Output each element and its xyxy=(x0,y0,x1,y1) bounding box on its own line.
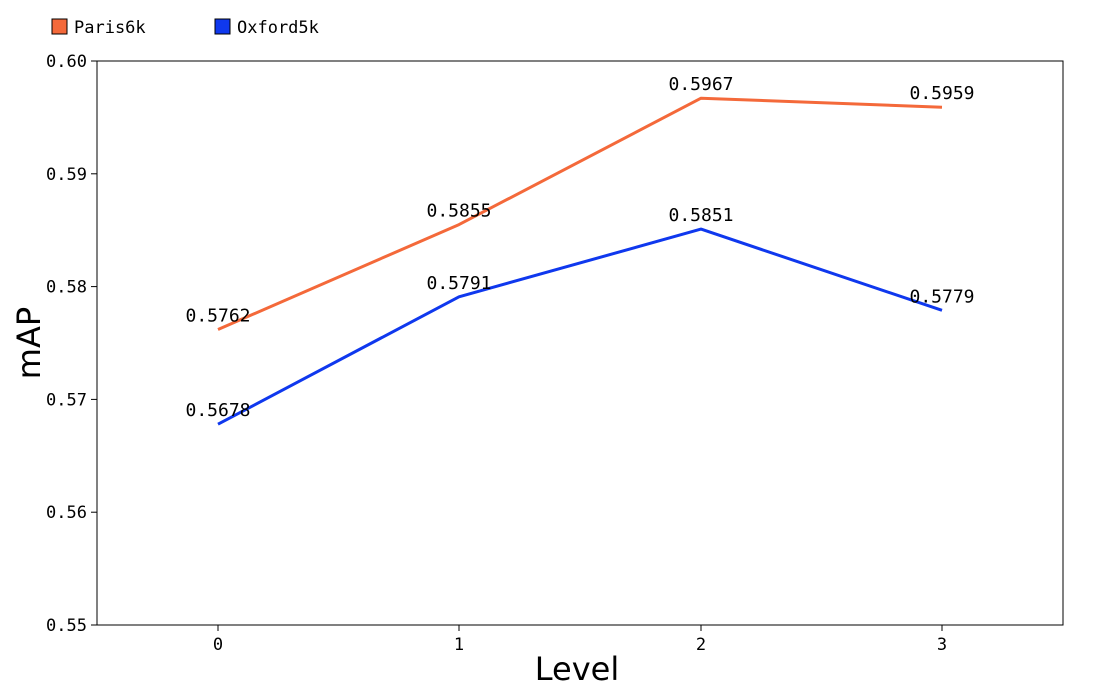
y-tick-label: 0.57 xyxy=(46,390,87,410)
plot-area xyxy=(96,60,1064,626)
data-label: 0.5959 xyxy=(909,83,974,104)
y-axis-title: mAP xyxy=(10,307,48,379)
y-tick-label: 0.55 xyxy=(46,616,87,636)
y-axis: 0.55 0.56 0.57 0.58 0.59 0.60 xyxy=(46,52,97,636)
data-label: 0.5967 xyxy=(668,74,733,95)
legend-swatch xyxy=(51,18,68,35)
y-tick-label: 0.56 xyxy=(46,503,87,523)
data-label: 0.5678 xyxy=(185,400,250,421)
x-axis: 0 1 2 3 xyxy=(213,625,947,655)
series-line-oxford5k xyxy=(217,227,943,426)
y-tick-label: 0.59 xyxy=(46,165,87,185)
series-lines xyxy=(217,96,943,426)
series-line-paris6k xyxy=(217,96,943,331)
legend: Paris6k Oxford5k xyxy=(51,18,319,38)
x-tick-label: 0 xyxy=(213,635,223,655)
x-axis-title: Level xyxy=(535,650,619,688)
data-label: 0.5855 xyxy=(426,201,491,222)
data-label: 0.5779 xyxy=(909,286,974,307)
x-tick-label: 1 xyxy=(454,635,464,655)
y-tick-label: 0.60 xyxy=(46,52,87,72)
legend-swatch xyxy=(214,18,231,35)
data-label: 0.5791 xyxy=(426,273,491,294)
data-labels: 0.5762 0.5855 0.5967 0.5959 0.5678 0.5791 0.58… xyxy=(185,74,974,421)
x-tick-label: 2 xyxy=(696,635,706,655)
y-tick-label: 0.58 xyxy=(46,278,87,298)
data-label: 0.5762 xyxy=(185,305,250,326)
x-tick-label: 3 xyxy=(937,635,947,655)
legend-label: Oxford5k xyxy=(237,18,319,38)
data-label: 0.5851 xyxy=(668,205,733,226)
legend-label: Paris6k xyxy=(74,18,146,38)
